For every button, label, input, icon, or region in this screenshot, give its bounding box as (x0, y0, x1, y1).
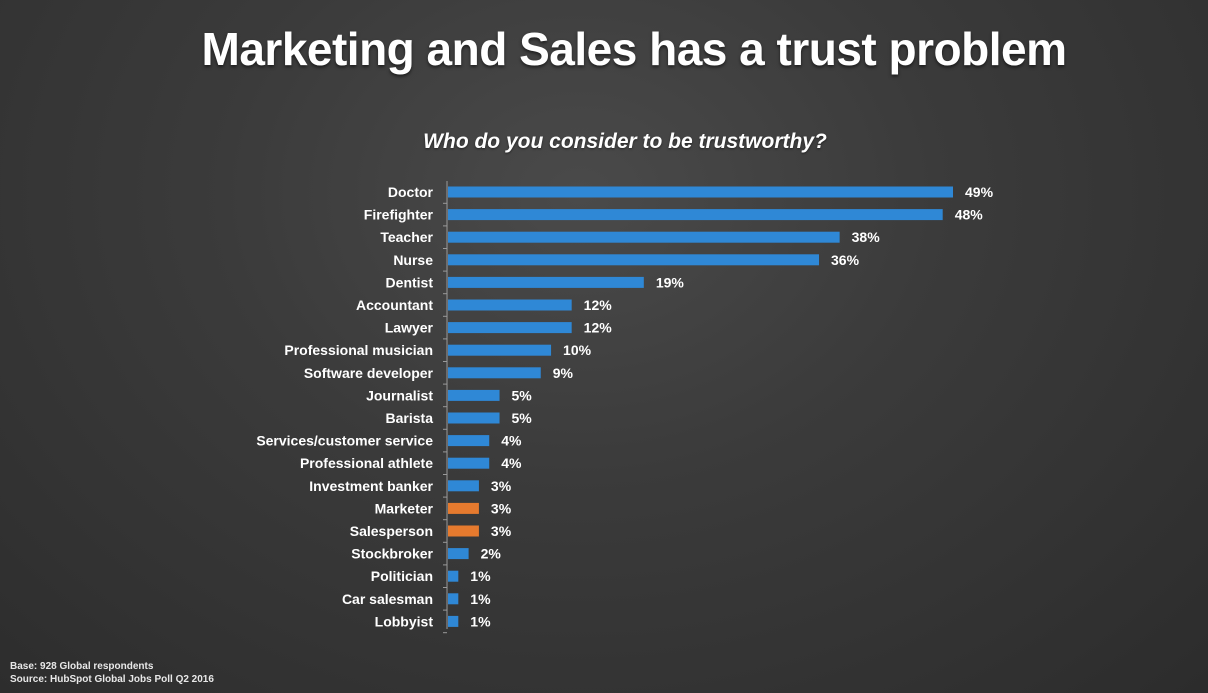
value-label-journalist: 5% (512, 387, 533, 403)
bar-marketer (448, 502, 479, 514)
category-label-politician: Politician (371, 568, 433, 584)
bar-car-salesman (448, 593, 459, 605)
category-label-doctor: Doctor (388, 184, 434, 200)
value-label-software-developer: 9% (553, 365, 574, 381)
category-label-investment-banker: Investment banker (309, 478, 433, 494)
bar-lawyer (448, 322, 572, 334)
category-label-dentist: Dentist (386, 274, 434, 290)
bar-firefighter (448, 209, 943, 221)
category-label-barista: Barista (386, 410, 434, 426)
value-label-barista: 5% (512, 410, 533, 426)
category-label-salesperson: Salesperson (350, 523, 433, 539)
category-label-journalist: Journalist (366, 387, 433, 403)
value-label-accountant: 12% (584, 297, 613, 313)
value-label-professional-athlete: 4% (501, 455, 522, 471)
value-label-salesperson: 3% (491, 523, 512, 539)
value-label-dentist: 19% (656, 274, 685, 290)
bar-dentist (448, 276, 644, 288)
category-label-teacher: Teacher (380, 229, 433, 245)
source-footnote: Source: HubSpot Global Jobs Poll Q2 2016 (10, 674, 214, 685)
chart-subtitle: Who do you consider to be trustworthy? (423, 130, 827, 153)
category-label-services-customer-service: Services/customer service (256, 433, 433, 449)
category-label-software-developer: Software developer (304, 365, 434, 381)
value-label-politician: 1% (470, 568, 491, 584)
bar-accountant (448, 299, 572, 311)
category-label-stockbroker: Stockbroker (351, 546, 433, 562)
bar-teacher (448, 231, 840, 243)
bar-software-developer (448, 367, 541, 379)
category-label-accountant: Accountant (356, 297, 433, 313)
bar-salesperson (448, 525, 479, 537)
slide-title: Marketing and Sales has a trust problem (201, 23, 1067, 75)
category-label-car-salesman: Car salesman (342, 591, 433, 607)
bar-professional-musician (448, 344, 552, 356)
value-label-car-salesman: 1% (470, 591, 491, 607)
category-label-nurse: Nurse (393, 252, 433, 268)
value-label-stockbroker: 2% (481, 546, 502, 562)
value-label-nurse: 36% (831, 252, 860, 268)
bar-investment-banker (448, 480, 479, 492)
bar-lobbyist (448, 615, 459, 627)
value-label-investment-banker: 3% (491, 478, 512, 494)
category-label-lawyer: Lawyer (385, 320, 434, 336)
category-label-marketer: Marketer (375, 500, 434, 516)
category-label-professional-athlete: Professional athlete (300, 455, 433, 471)
bar-journalist (448, 389, 500, 401)
base-footnote: Base: 928 Global respondents (10, 661, 154, 672)
value-label-lawyer: 12% (584, 320, 613, 336)
category-label-professional-musician: Professional musician (284, 342, 433, 358)
category-label-firefighter: Firefighter (364, 207, 434, 223)
value-label-teacher: 38% (852, 229, 881, 245)
bar-professional-athlete (448, 457, 490, 469)
value-label-professional-musician: 10% (563, 342, 592, 358)
value-label-marketer: 3% (491, 500, 512, 516)
bar-politician (448, 570, 459, 582)
bar-barista (448, 412, 500, 424)
value-label-firefighter: 48% (955, 207, 984, 223)
category-label-lobbyist: Lobbyist (375, 613, 434, 629)
value-label-services-customer-service: 4% (501, 433, 522, 449)
bar-services-customer-service (448, 435, 490, 447)
bar-nurse (448, 254, 820, 266)
value-label-lobbyist: 1% (470, 613, 491, 629)
bar-stockbroker (448, 548, 469, 560)
bar-doctor (448, 186, 953, 198)
value-label-doctor: 49% (965, 184, 994, 200)
